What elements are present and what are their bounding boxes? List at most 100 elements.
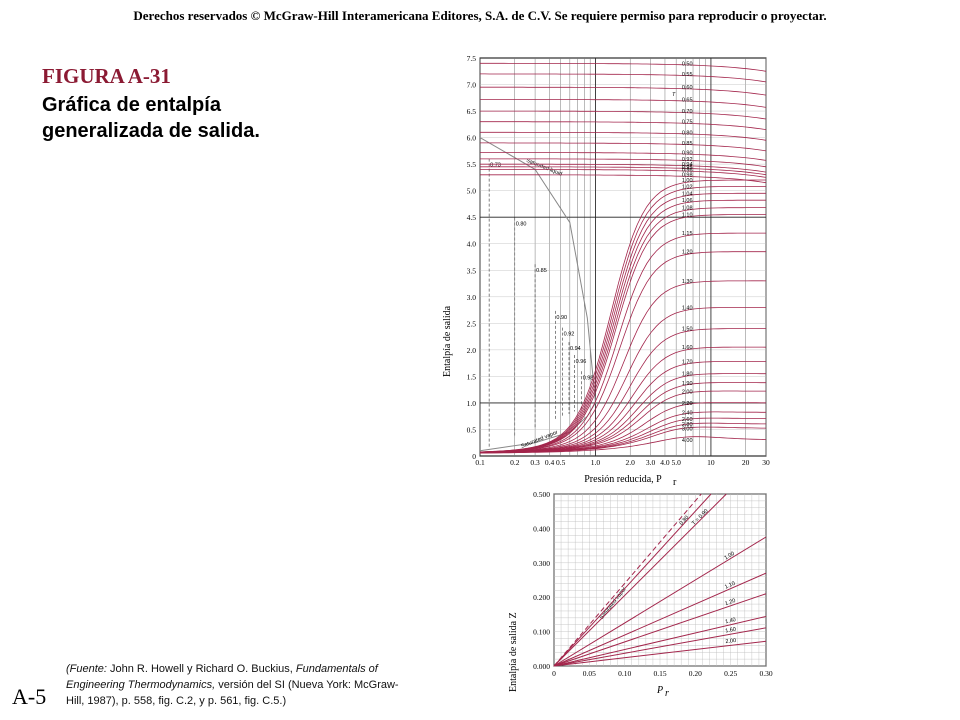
main-x-tick-label: 0.3: [530, 458, 540, 467]
inset-isotherm-line: [553, 627, 767, 667]
source-book: Fundamentals of Engineering Thermodynami…: [66, 663, 378, 691]
inset-isotherm-label: 1.60: [725, 627, 737, 635]
main-y-tick-label: 1.5: [467, 372, 477, 381]
main-x-tick-label: 10: [707, 458, 715, 467]
isotherm-label: 1.40: [682, 305, 693, 311]
isotherm-label: 0.50: [682, 61, 693, 67]
isotherm-curve: [480, 62, 767, 72]
isotherm-label: 0.55: [682, 72, 693, 78]
source-authors: John R. Howell y Richard O. Buckius,: [106, 663, 296, 675]
isotherm-label: 1.04: [682, 191, 693, 197]
main-y-tick-label: 7.0: [467, 81, 477, 90]
isotherm-curve: [480, 142, 767, 152]
isotherm-label: 1.06: [682, 198, 693, 204]
inset-x-tick-label: 0: [552, 669, 556, 678]
inset-y-tick-label: 0.200: [533, 593, 550, 602]
main-x-tick-label: 3.0: [646, 458, 656, 467]
inset-x-tick-label: 0.25: [724, 669, 737, 678]
isotherm-label: 1.02: [682, 184, 693, 190]
main-y-tick-label: 4.5: [467, 213, 477, 222]
main-y-tick-label: 2.5: [467, 319, 477, 328]
main-x-tick-label: 20: [742, 458, 750, 467]
figure-label: FIGURA A-31: [42, 64, 171, 88]
main-y-tick-label: 3.5: [467, 266, 477, 275]
isotherm-label: 1.70: [682, 360, 693, 366]
tr-annotation: T: [672, 92, 676, 98]
main-y-tick-label: 6.5: [467, 107, 477, 116]
inset-isotherm-line: [553, 640, 767, 667]
copyright-notice: Derechos reservados © McGraw-Hill Intera…: [133, 8, 827, 23]
main-y-tick-label: 5.0: [467, 187, 477, 196]
dashed-isotherm-label: 0.90: [556, 315, 567, 321]
inset-isotherm-label: 1.20: [724, 598, 736, 607]
isotherm-curve: [480, 152, 767, 161]
main-y-axis-title: Entalpía de salida: [442, 305, 453, 377]
isotherm-label: 2.60: [682, 417, 693, 423]
isotherm-label: 2.00: [682, 389, 693, 395]
main-y-tick-label: 5.5: [467, 160, 477, 169]
main-x-tick-label: 0.5: [556, 458, 566, 467]
isotherm-label: 2.80: [682, 422, 693, 428]
isotherm-label: 1.08: [682, 206, 693, 212]
main-x-tick-label: 5.0: [671, 458, 681, 467]
inset-isotherm-label: 1.40: [725, 617, 737, 625]
main-y-tick-label: 7.5: [467, 54, 477, 63]
isotherm-label: 1.90: [682, 381, 693, 387]
inset-isotherm-line: [553, 493, 727, 667]
dashed-isotherm-label: 0.98: [583, 375, 594, 381]
isotherm-curve: [480, 158, 767, 168]
source-citation: (Fuente: John R. Howell y Richard O. Buc…: [66, 661, 410, 709]
main-x-tick-label: 4.0: [660, 458, 670, 467]
inset-isotherm-line: [553, 593, 767, 667]
inset-x-tick-label: 0.30: [759, 669, 772, 678]
inset-y-tick-label: 0.100: [533, 628, 550, 637]
main-y-tick-label: 4.0: [467, 240, 477, 249]
isotherm-label: 0.75: [682, 120, 693, 126]
inset-y-axis-title: Entalpía de salida Z: [508, 612, 519, 692]
isotherm-label: 1.15: [682, 231, 693, 237]
dashed-isotherm-label: 0.85: [536, 268, 547, 274]
isotherm-label: 0.60: [682, 85, 693, 91]
inset-x-tick-label: 0.20: [689, 669, 702, 678]
isotherm-label: 2.40: [682, 410, 693, 416]
main-y-tick-label: 1.0: [467, 399, 477, 408]
isotherm-label: 1.30: [682, 279, 693, 285]
isotherm-label: 1.80: [682, 372, 693, 378]
main-x-tick-label: 0.1: [475, 458, 485, 467]
isotherm-label: 0.98: [682, 173, 693, 179]
dashed-isotherm-label: 0.94: [570, 346, 581, 352]
inset-isotherm-label: 1.00: [724, 551, 736, 562]
inset-x-tick-label: 0.10: [618, 669, 631, 678]
dashed-isotherm-label: 0.73: [490, 163, 501, 169]
isotherm-label: 0.96: [682, 167, 693, 173]
isotherm-curve: [480, 163, 767, 173]
isotherm-label: 1.10: [682, 213, 693, 219]
main-x-tick-label: 30: [762, 458, 770, 467]
isotherm-curve: [480, 86, 767, 96]
isotherm-label: 0.70: [682, 109, 693, 115]
dashed-isotherm-label: 0.80: [516, 221, 527, 227]
inset-x-axis-title: P: [656, 685, 663, 696]
isotherm-label: 0.90: [682, 150, 693, 156]
main-y-tick-label: 2.0: [467, 346, 477, 355]
inset-isotherm-line: [553, 493, 712, 667]
isotherm-label: 1.60: [682, 345, 693, 351]
source-prefix: (Fuente:: [66, 663, 107, 675]
main-x-tick-label: 1.0: [591, 458, 601, 467]
isotherm-curve: [480, 436, 767, 454]
isotherm-label: 0.95: [682, 165, 693, 171]
main-x-axis-title: Presión reducida, P: [584, 474, 662, 485]
main-x-axis-title-sub: r: [673, 477, 677, 488]
inset-saturated-vapor-line: [553, 493, 702, 667]
figure-title: Gráfica de entalpía generalizada de sali…: [42, 94, 260, 142]
main-x-tick-label: 0.4: [545, 458, 555, 467]
isotherm-curve: [480, 166, 767, 176]
main-y-tick-label: 0: [472, 452, 476, 461]
isotherm-label: 3.00: [682, 426, 693, 432]
dashed-isotherm-label: 0.92: [564, 332, 575, 338]
isotherm-label: 0.92: [682, 157, 693, 163]
inset-isotherm-label: 2.00: [725, 638, 736, 645]
isotherm-curve: [480, 174, 767, 184]
